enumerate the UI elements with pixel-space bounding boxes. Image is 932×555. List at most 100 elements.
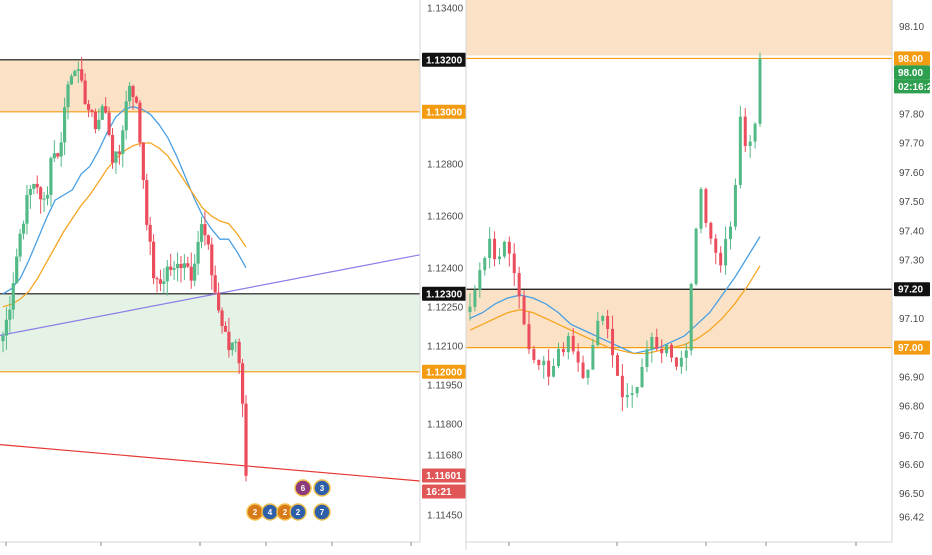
candle-body [670,344,674,358]
candle [117,144,121,165]
economic-event-icon[interactable]: 7 [313,503,331,521]
price-tick-label: 97.80 [899,109,924,120]
candle-body [56,153,60,157]
candle [32,183,36,195]
candle-body [175,263,180,269]
candle-body [758,58,762,124]
candle-body [45,194,50,199]
economic-event-icon[interactable]: 3 [313,479,331,497]
candle [223,321,228,333]
candle-body [182,263,186,269]
candle-body [640,366,644,388]
candle [586,369,590,385]
candle-body [206,235,210,245]
eurusd-zones [0,59,420,372]
price-tick-label: 1.13400 [427,3,464,14]
price-tick-label: 97.70 [899,139,924,150]
eurusd-time-axis[interactable]: 8152214:00May7 [0,541,420,555]
candle [179,255,183,283]
eurusd-price-axis[interactable]: 1.13400 1.12800 1.12600 1.12400 1.12250 1.121… [419,0,466,542]
price-tick-label: 1.12400 [427,263,464,274]
candle [104,97,108,114]
candle [674,356,678,371]
candle [694,227,698,286]
candle [729,221,733,250]
candle-body [620,375,624,398]
candle-body [566,335,570,353]
candle-body [83,80,87,105]
candle-body [213,275,217,293]
candle-body [635,387,639,394]
candle-body [217,292,221,311]
candle-body [90,110,94,112]
candle [493,231,497,267]
dxy-zones [466,0,892,348]
price-tick-label: 1.12100 [427,341,464,352]
candle [684,342,688,371]
candle [83,73,87,105]
price-tag-label: 1.13000 [426,107,463,118]
candle [620,364,624,412]
candle [542,355,546,379]
candle [556,342,560,369]
candle [527,311,531,354]
candle-body [719,252,723,266]
economic-event-icon[interactable]: 2 [246,503,264,521]
candle-body [141,142,145,181]
dxy-price-axis[interactable]: 98.10 97.80 97.70 97.60 97.50 97.40 97.30 97.10… [891,0,932,542]
candle [69,73,74,85]
candle-body [738,116,742,185]
eurusd-candles [1,56,248,482]
economic-event-icon[interactable]: 6 [294,479,312,497]
candle [175,252,180,282]
candle-body [748,141,752,146]
candle-body [478,270,482,290]
candle-body [527,324,531,350]
event-badge-count: 4 [268,508,273,517]
candle [606,309,610,339]
candle [230,342,234,356]
candle [45,186,50,206]
candle [134,95,139,104]
candle [186,256,190,268]
candle [76,61,80,84]
candle [237,338,241,375]
eurusd-event-badges[interactable]: 2 4 2 26 37 [246,479,331,521]
candle [635,386,639,398]
candle [488,227,492,269]
candle [738,105,742,189]
candle-body [650,336,654,350]
candle-body [674,357,678,367]
candle [210,237,214,290]
candle [4,307,9,350]
dxy-time-axis[interactable]: 8152225May [466,541,892,555]
candle-body [689,283,693,351]
price-tag-label: 1.13200 [426,55,463,66]
candle-body [1,335,5,342]
candle [121,125,125,168]
economic-event-icon[interactable]: 4 [261,503,279,521]
economic-event-icon[interactable]: 2 [289,503,307,521]
candle [601,314,605,326]
candle [158,269,163,292]
candle-body [704,189,708,223]
price-tick-label: 96.70 [899,431,924,442]
price-tag-label: 98.00 [898,54,923,65]
candle-body [679,357,683,367]
zone-orange [0,59,420,112]
candle [497,247,501,265]
candle-body [493,238,497,260]
candle-body [131,85,135,97]
candle-body [35,183,39,188]
candle-body [601,316,605,321]
dxy-candles [468,52,762,412]
price-tick-label: 1.12800 [427,159,464,170]
event-badge-circle [313,479,331,497]
candle [203,211,207,246]
price-tag-black [422,286,466,301]
price-tick-label: 1.11950 [427,380,463,391]
candle-body [186,263,190,267]
candle-body [8,309,12,320]
